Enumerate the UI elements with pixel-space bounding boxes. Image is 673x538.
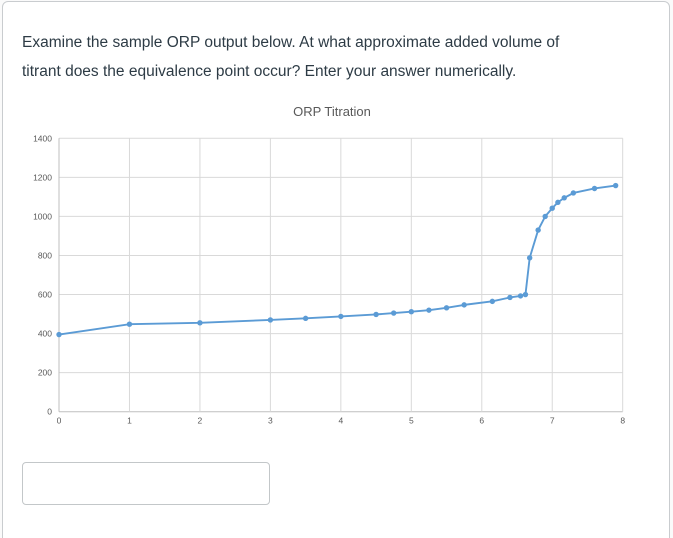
data-point-marker [549,205,555,211]
question-text: Examine the sample ORP output below. At … [22,29,652,86]
data-point-marker [591,185,598,192]
x-tick-label: 1 [127,416,132,426]
series-line [58,184,617,336]
x-tick-label: 6 [479,416,484,426]
data-point-marker [517,293,524,299]
x-tick-label: 3 [268,416,273,426]
data-point-marker [390,310,397,316]
data-point-marker [612,182,619,189]
data-point-marker [526,255,533,261]
data-point-marker [507,294,513,301]
data-point-marker [426,307,432,313]
y-tick-label: 600 [38,290,52,300]
x-tick-label: 2 [198,416,203,426]
data-point-marker [338,313,344,320]
question-line-2: titrant does the equivalence point occur… [22,62,517,80]
y-tick-label: 1200 [33,172,52,182]
data-point-marker [373,311,379,318]
x-tick-label: 8 [620,416,625,426]
y-tick-label: 0 [47,407,52,417]
x-tick-label: 4 [338,416,343,426]
answer-input[interactable] [22,462,270,505]
data-point-marker [126,321,133,327]
data-point-marker [56,331,62,338]
y-tick-label: 1000 [33,211,52,221]
data-point-marker [561,195,567,201]
x-tick-label: 5 [409,416,414,426]
y-tick-label: 400 [38,329,52,339]
data-point-marker [461,302,467,308]
data-point-marker [197,320,203,326]
question-line-1: Examine the sample ORP output below. At … [22,34,560,51]
y-tick-label: 800 [38,250,52,260]
y-tick-label: 200 [38,368,52,378]
x-tick-label: 0 [57,416,62,426]
data-point-marker [522,291,529,298]
data-point-marker [443,305,450,311]
data-point-marker [542,213,548,220]
data-point-marker [555,199,561,206]
x-tick-label: 7 [550,416,555,426]
data-point-marker [535,227,541,233]
orp-titration-chart: 0 200 400 600 800 1000 1200 1400 0 1 2 3 4 5 6 7 8 [33,133,625,426]
data-point-marker [302,315,309,322]
data-point-marker [489,298,496,305]
data-point-marker [267,317,274,323]
y-tick-label: 1400 [33,133,52,143]
data-point-marker [408,309,415,315]
chart-title: ORP Titration [293,104,371,119]
data-point-marker [570,190,577,196]
